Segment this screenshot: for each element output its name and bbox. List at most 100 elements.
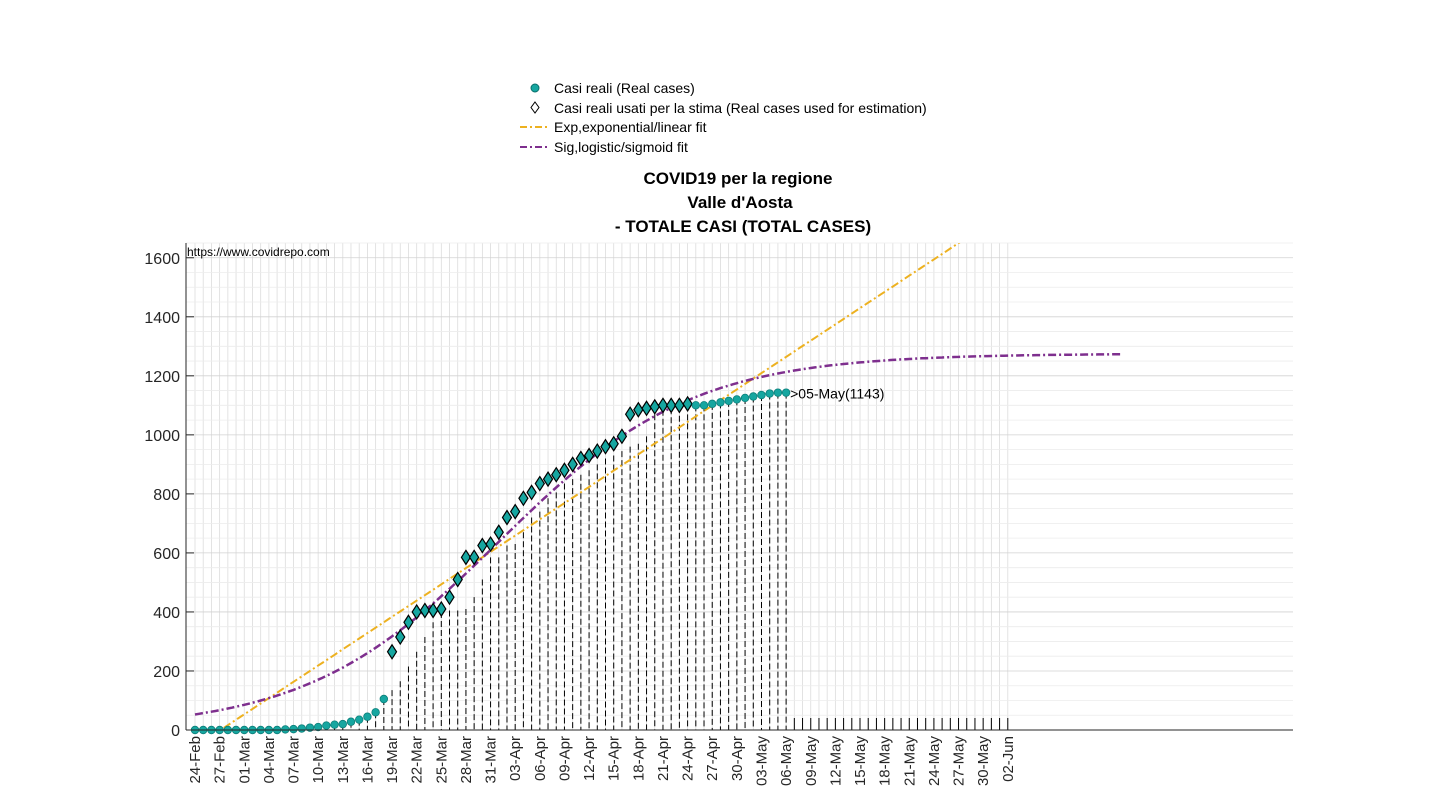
real-case-point (724, 396, 733, 406)
x-tick-label: 02-Jun (1000, 736, 1017, 782)
real-case-point (765, 389, 774, 398)
x-tick-label: 24-May (926, 736, 943, 787)
real-case-point (281, 725, 290, 734)
estimation-point (518, 490, 529, 507)
x-tick-label: 19-Mar (384, 736, 401, 784)
estimation-point (452, 571, 463, 588)
x-tick-label: 03-May (753, 736, 770, 787)
y-tick-label: 400 (153, 605, 180, 622)
x-tick-label: 21-Apr (655, 736, 672, 781)
x-tick-label: 18-Apr (630, 736, 647, 781)
y-tick-label: 1600 (144, 251, 180, 268)
x-tick-label: 04-Mar (261, 736, 278, 784)
estimation-point (649, 398, 660, 415)
real-case-point (322, 721, 331, 730)
estimation-point (600, 438, 611, 455)
x-tick-label: 15-Apr (606, 736, 623, 781)
x-tick-label: 24-Feb (187, 736, 204, 784)
x-tick-label: 07-Mar (286, 736, 303, 784)
estimation-point (633, 401, 644, 418)
axis-layer (185, 243, 1293, 731)
x-tick-label: 01-Mar (236, 736, 253, 784)
real-case-point (749, 392, 758, 401)
real-case-point (313, 722, 323, 732)
real-case-point (289, 724, 298, 734)
estimation-point (592, 442, 603, 460)
chart-title-line-3: - TOTALE CASI (TOTAL CASES) (615, 217, 871, 236)
legend-entry-real-cases: Casi reali (Real cases) (554, 80, 695, 96)
x-tick-label: 27-Feb (212, 736, 229, 784)
y-tick-label: 1200 (144, 369, 180, 386)
estimation-point (674, 397, 685, 414)
x-tick-label: 27-Apr (704, 736, 721, 781)
estimation-point (477, 537, 488, 554)
x-tick-label: 03-Apr (507, 736, 524, 781)
estimation-point (608, 435, 619, 452)
chart-title-line-2: Valle d'Aosta (687, 193, 793, 212)
x-tick-label: 06-May (778, 736, 795, 787)
x-tick-label: 09-Apr (556, 736, 573, 781)
x-tick-label: 10-Mar (310, 736, 327, 784)
estimation-point (542, 471, 554, 488)
x-tick-label: 06-Apr (532, 736, 549, 781)
last-value-annotation: >05-May(1143) (790, 386, 884, 402)
estimation-point (665, 397, 677, 414)
y-tick-label: 600 (153, 546, 180, 563)
real-case-point (363, 712, 372, 721)
legend: Casi reali (Real cases) Casi reali usati… (520, 80, 927, 155)
real-case-point (740, 393, 750, 403)
real-case-point (330, 720, 339, 729)
source-url: https://www.covidrepo.com (187, 245, 330, 259)
y-tick-label: 1000 (144, 428, 180, 445)
x-tick-label: 12-Apr (581, 736, 598, 781)
real-case-point (757, 390, 766, 400)
x-tick-label: 31-Mar (483, 736, 500, 784)
estimation-point (526, 484, 537, 501)
estimation-point (583, 447, 595, 464)
real-case-point (355, 715, 364, 724)
x-tick-label: 25-Mar (433, 736, 450, 784)
x-tick-label: 28-Mar (458, 736, 475, 784)
estimation-point (485, 535, 496, 553)
fit-layer (194, 243, 1123, 729)
plot-area (186, 243, 1293, 730)
y-tick-label: 200 (153, 664, 180, 681)
estimation-point (559, 462, 570, 479)
real-case-point (338, 719, 347, 729)
x-tick-label: 27-May (951, 736, 968, 787)
estimation-point (436, 600, 447, 618)
real-case-point (732, 395, 742, 404)
estimation-point (411, 603, 422, 621)
estimation-point (616, 428, 628, 445)
real-case-point (379, 694, 389, 704)
estimation-point (534, 475, 546, 492)
real-case-point (346, 717, 356, 726)
real-case-point (773, 388, 783, 397)
estimation-point (386, 643, 398, 660)
legend-marker-estimation-cases (530, 101, 540, 114)
x-tick-label: 30-May (975, 736, 992, 787)
x-tick-label: 12-May (827, 736, 844, 787)
grid-layer (186, 242, 1293, 730)
sig-fit-line (194, 353, 1123, 716)
real-case-point (716, 398, 725, 407)
x-tick-label: 21-May (901, 736, 918, 787)
estimation-point (551, 466, 562, 483)
estimation-point (682, 395, 693, 412)
x-tick-label: 22-Mar (409, 736, 426, 784)
exp-fit-line (223, 243, 961, 729)
estimation-point (444, 589, 455, 606)
real-case-point (699, 401, 709, 410)
estimation-point (395, 628, 406, 646)
y-tick-label: 1400 (144, 310, 180, 327)
point-layer (190, 388, 791, 735)
x-tick-label: 30-Apr (729, 736, 746, 781)
legend-entry-estimation-cases: Casi reali usati per la stima (Real case… (554, 100, 927, 116)
real-case-point (708, 399, 717, 409)
x-tick-label: 18-May (877, 736, 894, 787)
real-case-point (781, 388, 791, 397)
estimation-point (427, 602, 439, 619)
estimation-point (403, 614, 414, 631)
estimation-point (460, 549, 472, 566)
